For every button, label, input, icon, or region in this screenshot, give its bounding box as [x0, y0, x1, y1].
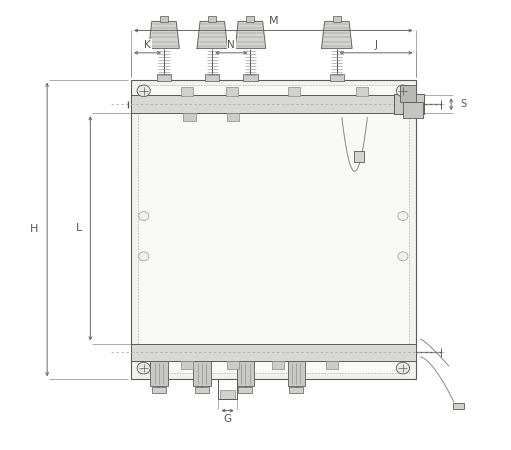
Bar — [238, 387, 252, 393]
Bar — [131, 343, 415, 361]
Circle shape — [138, 212, 149, 220]
Bar — [356, 87, 368, 96]
Text: K: K — [144, 40, 151, 50]
Circle shape — [138, 252, 149, 261]
Bar — [394, 94, 424, 114]
Bar — [160, 16, 168, 22]
Bar — [289, 387, 303, 393]
Text: G: G — [223, 414, 231, 423]
Bar — [237, 361, 254, 386]
Bar — [183, 113, 196, 121]
Circle shape — [396, 362, 409, 374]
Bar — [181, 361, 193, 369]
Polygon shape — [235, 22, 266, 48]
Polygon shape — [149, 22, 179, 48]
Circle shape — [137, 362, 150, 374]
Bar — [195, 387, 209, 393]
Text: H: H — [30, 225, 39, 234]
Bar — [400, 85, 415, 102]
Bar — [220, 391, 235, 399]
Bar — [194, 361, 211, 386]
Bar — [157, 74, 171, 81]
Bar — [288, 87, 300, 96]
Bar — [208, 16, 216, 22]
Bar — [131, 95, 415, 113]
Polygon shape — [197, 22, 227, 48]
Text: M: M — [268, 16, 278, 26]
Bar — [131, 80, 415, 379]
Circle shape — [396, 85, 409, 97]
Bar — [205, 74, 219, 81]
Circle shape — [398, 252, 408, 261]
Bar — [181, 87, 193, 96]
Bar — [137, 86, 409, 373]
Polygon shape — [321, 22, 352, 48]
Bar — [403, 102, 423, 117]
Text: J: J — [375, 40, 378, 50]
Bar — [453, 404, 464, 409]
Bar — [226, 113, 239, 121]
Bar — [333, 16, 341, 22]
Bar — [225, 87, 238, 96]
Bar — [152, 387, 166, 393]
Text: L: L — [76, 223, 82, 234]
Bar — [354, 151, 364, 162]
Bar — [326, 361, 338, 369]
Text: S: S — [461, 99, 467, 109]
Bar — [226, 361, 239, 369]
Bar — [330, 74, 344, 81]
Bar — [272, 361, 285, 369]
Bar — [150, 361, 168, 386]
Bar — [288, 361, 305, 386]
Circle shape — [398, 212, 408, 220]
Circle shape — [137, 85, 150, 97]
Bar — [243, 74, 258, 81]
Bar — [246, 16, 254, 22]
Text: N: N — [227, 40, 235, 50]
